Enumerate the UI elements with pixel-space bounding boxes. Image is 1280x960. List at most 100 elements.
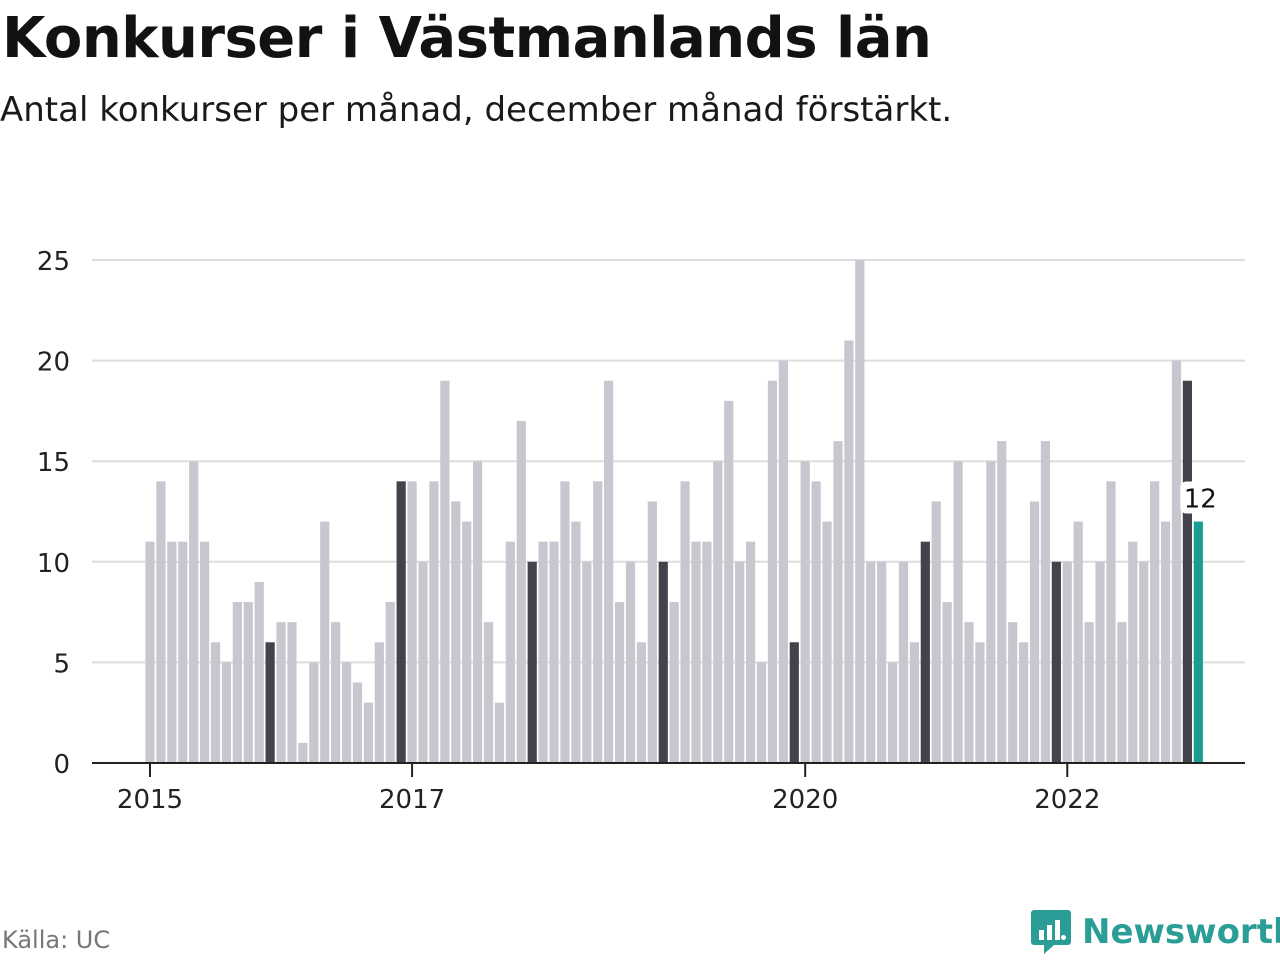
bar — [254, 581, 264, 763]
gridlines — [92, 259, 1245, 664]
bar — [593, 481, 603, 763]
bar — [1084, 622, 1094, 763]
bar — [724, 400, 734, 763]
bar — [625, 561, 636, 763]
x-tick-label: 2022 — [1034, 785, 1100, 815]
data-labels: 12 — [1180, 481, 1221, 515]
bars — [145, 260, 1203, 763]
bar — [189, 461, 199, 763]
bar — [560, 481, 570, 763]
chart-title: Konkurser i Västmanlands län — [2, 6, 932, 71]
bar — [538, 541, 548, 763]
bar — [374, 642, 384, 763]
bar — [647, 501, 657, 763]
bar — [636, 642, 646, 763]
bar — [341, 662, 352, 763]
bar — [778, 360, 788, 763]
bar — [265, 642, 275, 763]
y-tick-label: 0 — [53, 750, 70, 780]
bar — [1095, 561, 1105, 763]
bar — [1062, 561, 1072, 763]
bar — [1106, 481, 1116, 763]
bar — [320, 521, 330, 763]
bar — [844, 340, 854, 763]
x-tick-label: 2017 — [379, 785, 445, 815]
bar — [735, 561, 745, 763]
bar — [767, 380, 778, 763]
bar — [1008, 622, 1018, 763]
bar — [385, 602, 395, 763]
bar — [1193, 521, 1203, 763]
bar — [352, 682, 363, 763]
bar — [309, 662, 319, 763]
bar — [887, 662, 898, 763]
bar — [975, 642, 985, 763]
bar — [855, 260, 865, 763]
bar — [221, 662, 232, 763]
bar — [407, 481, 417, 763]
bar — [167, 541, 177, 763]
y-tick-label: 20 — [37, 348, 70, 378]
bar — [549, 541, 559, 763]
bar — [287, 622, 297, 763]
bar — [909, 642, 919, 763]
bar — [833, 441, 843, 763]
bar — [527, 561, 537, 763]
bar — [1171, 360, 1182, 763]
bar — [200, 541, 210, 763]
bar — [210, 642, 221, 763]
bar — [811, 481, 821, 763]
bar — [1040, 441, 1051, 763]
bar — [986, 461, 996, 763]
bar — [516, 420, 526, 763]
bar — [1160, 521, 1171, 763]
bar — [571, 521, 581, 763]
bar — [756, 662, 767, 763]
bar — [429, 481, 439, 763]
bar-chart: 0 5 10 15 20 25 2015 2017 2020 2022 12 — [37, 247, 1245, 815]
bar — [473, 461, 483, 763]
bar — [800, 461, 810, 763]
bar — [232, 602, 242, 763]
bar — [614, 602, 625, 763]
bar — [691, 541, 701, 763]
bar — [669, 602, 679, 763]
y-tick-label: 5 — [53, 649, 70, 679]
bar — [789, 642, 799, 763]
y-tick-label: 10 — [37, 549, 70, 579]
bar — [1019, 642, 1029, 763]
bar — [451, 501, 461, 763]
data-label-background — [1180, 481, 1221, 514]
brand-logo[interactable]: Newsworthy — [1030, 908, 1280, 956]
bar — [462, 521, 472, 763]
x-axis-ticks: 2015 2017 2020 2022 — [117, 763, 1100, 815]
bar — [1073, 521, 1083, 763]
bar — [440, 380, 450, 763]
bar — [505, 541, 515, 763]
bar — [942, 602, 952, 763]
brand-name: Newsworthy — [1082, 912, 1280, 952]
chart-subtitle: Antal konkurser per månad, december måna… — [0, 90, 953, 130]
bar — [953, 461, 963, 763]
x-tick-label: 2015 — [117, 785, 183, 815]
bar — [746, 541, 756, 763]
y-axis-ticks: 0 5 10 15 20 25 — [37, 247, 70, 780]
bar — [298, 742, 308, 763]
y-tick-label: 25 — [37, 247, 70, 277]
bar — [1128, 541, 1138, 763]
bar — [156, 481, 166, 763]
bar — [877, 561, 887, 763]
bar — [145, 541, 155, 763]
bar — [178, 541, 188, 763]
bar — [898, 561, 909, 763]
bar — [866, 561, 876, 763]
bar — [964, 622, 974, 763]
bar — [363, 702, 373, 763]
bar — [920, 541, 930, 763]
bar — [604, 380, 614, 763]
bar — [483, 622, 494, 763]
bar — [1139, 561, 1149, 763]
bar — [396, 481, 406, 763]
y-tick-label: 15 — [37, 448, 70, 478]
bar — [658, 561, 668, 763]
